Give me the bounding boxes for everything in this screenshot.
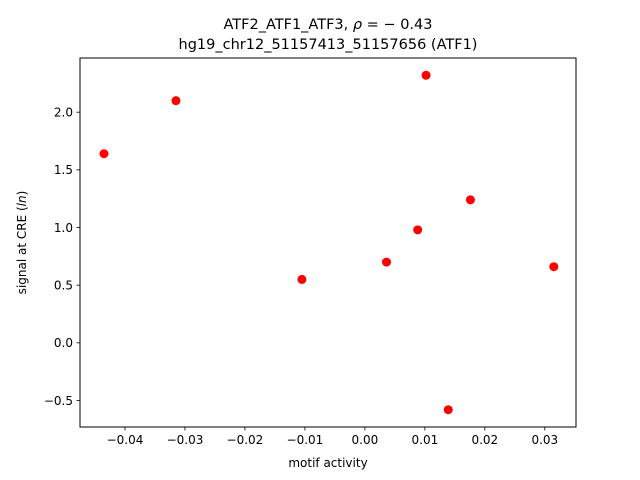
chart-title-line1: ATF2_ATF1_ATF3, ρ = − 0.43 [223,17,432,33]
data-points [99,70,559,415]
y-tick-label: 1.5 [54,163,73,177]
y-tick-label: 0.0 [54,336,73,350]
y-axis-label-suffix: ) [15,191,29,196]
x-tick-label: −0.03 [167,433,204,447]
x-tick-label: −0.04 [107,433,144,447]
chart-title-prefix: ATF2_ATF1_ATF3, [223,17,352,33]
y-axis-label-italic: ln [15,195,29,206]
data-point [99,149,109,159]
y-tick-label: 1.0 [54,221,73,235]
data-point [413,225,423,235]
x-axis-ticks: −0.04 −0.03 −0.02 −0.01 0.00 0.01 0.02 0.03 [107,427,558,447]
x-tick-label: 0.02 [471,433,498,447]
y-tick-label: 2.0 [54,105,73,119]
y-axis-label-prefix: signal at CRE ( [15,206,29,294]
x-tick-label: 0.01 [412,433,439,447]
chart-title-line2: hg19_chr12_51157413_51157656 (ATF1) [179,37,478,53]
x-tick-label: 0.03 [531,433,558,447]
y-axis-ticks: −0.5 0.0 0.5 1.0 1.5 2.0 [44,105,80,408]
plot-frame [79,57,577,428]
x-tick-label: −0.02 [227,433,264,447]
data-point [465,195,475,205]
y-tick-label: 0.5 [54,278,73,292]
chart-title-suffix: = − 0.43 [362,17,432,33]
data-point [381,257,391,267]
data-point [421,70,431,80]
data-point [297,274,307,284]
x-axis-label: motif activity [288,456,367,470]
y-tick-label: −0.5 [44,394,73,408]
data-point [549,262,559,272]
data-point [443,405,453,415]
x-tick-label: −0.01 [287,433,324,447]
data-point [171,96,181,106]
y-axis-label: signal at CRE (ln) [15,191,29,295]
chart-title-rho: ρ [353,17,363,33]
x-tick-label: 0.00 [352,433,379,447]
